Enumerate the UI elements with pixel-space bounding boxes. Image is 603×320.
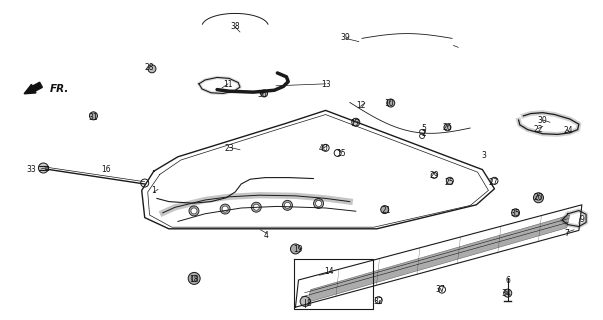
Circle shape <box>282 200 292 210</box>
Text: 20: 20 <box>534 193 543 202</box>
Circle shape <box>315 200 321 206</box>
Text: 39: 39 <box>341 33 350 42</box>
Text: 22: 22 <box>533 125 543 134</box>
Circle shape <box>39 163 48 173</box>
Text: 34: 34 <box>502 289 511 298</box>
Text: 11: 11 <box>223 80 233 89</box>
Text: 21: 21 <box>381 206 391 215</box>
Text: 15: 15 <box>336 149 346 158</box>
Text: 2: 2 <box>421 129 426 138</box>
Circle shape <box>291 244 300 254</box>
Text: 17: 17 <box>350 119 359 128</box>
Text: 12: 12 <box>356 101 365 110</box>
Circle shape <box>260 90 268 97</box>
Text: 10: 10 <box>384 100 394 108</box>
Circle shape <box>251 202 261 212</box>
Text: 40: 40 <box>319 144 329 153</box>
Text: 37: 37 <box>435 285 445 294</box>
Text: 27: 27 <box>488 178 498 187</box>
Circle shape <box>222 206 228 212</box>
Circle shape <box>314 198 324 208</box>
FancyArrow shape <box>24 82 42 94</box>
Circle shape <box>352 118 360 126</box>
Text: 30: 30 <box>538 116 548 125</box>
Text: 36: 36 <box>257 90 267 99</box>
Text: 7: 7 <box>564 229 569 238</box>
Circle shape <box>253 204 259 210</box>
Text: 18: 18 <box>189 276 199 284</box>
Text: 25: 25 <box>444 178 454 187</box>
Text: 29: 29 <box>429 171 439 180</box>
Text: 4: 4 <box>264 231 269 240</box>
Circle shape <box>89 112 98 120</box>
Circle shape <box>534 193 543 203</box>
Circle shape <box>188 272 200 284</box>
Text: 9: 9 <box>579 215 584 224</box>
Circle shape <box>220 204 230 214</box>
Text: 33: 33 <box>27 165 36 174</box>
Text: 32: 32 <box>374 297 384 306</box>
Text: 8: 8 <box>306 299 311 308</box>
Text: 35: 35 <box>511 209 520 218</box>
Text: 31: 31 <box>89 113 98 122</box>
Text: 14: 14 <box>324 268 333 276</box>
Text: 1: 1 <box>151 186 156 195</box>
Circle shape <box>189 206 199 216</box>
Circle shape <box>504 289 512 297</box>
Circle shape <box>446 177 453 184</box>
Text: FR.: FR. <box>49 84 69 94</box>
Circle shape <box>191 208 197 214</box>
Polygon shape <box>308 215 570 302</box>
Text: 13: 13 <box>321 80 330 89</box>
Circle shape <box>387 99 395 107</box>
Text: 24: 24 <box>563 126 573 135</box>
Circle shape <box>511 209 520 217</box>
Text: 3: 3 <box>481 151 486 160</box>
Text: 26: 26 <box>443 124 452 132</box>
Text: 38: 38 <box>230 22 240 31</box>
Text: 6: 6 <box>505 276 510 285</box>
Circle shape <box>300 296 310 307</box>
Circle shape <box>285 202 291 208</box>
Circle shape <box>444 124 451 131</box>
Text: 16: 16 <box>101 165 110 174</box>
Circle shape <box>380 206 389 214</box>
Text: 23: 23 <box>224 144 234 153</box>
Circle shape <box>148 65 156 73</box>
Text: 28: 28 <box>145 63 154 72</box>
Text: 5: 5 <box>421 124 426 133</box>
Text: 19: 19 <box>294 245 303 254</box>
